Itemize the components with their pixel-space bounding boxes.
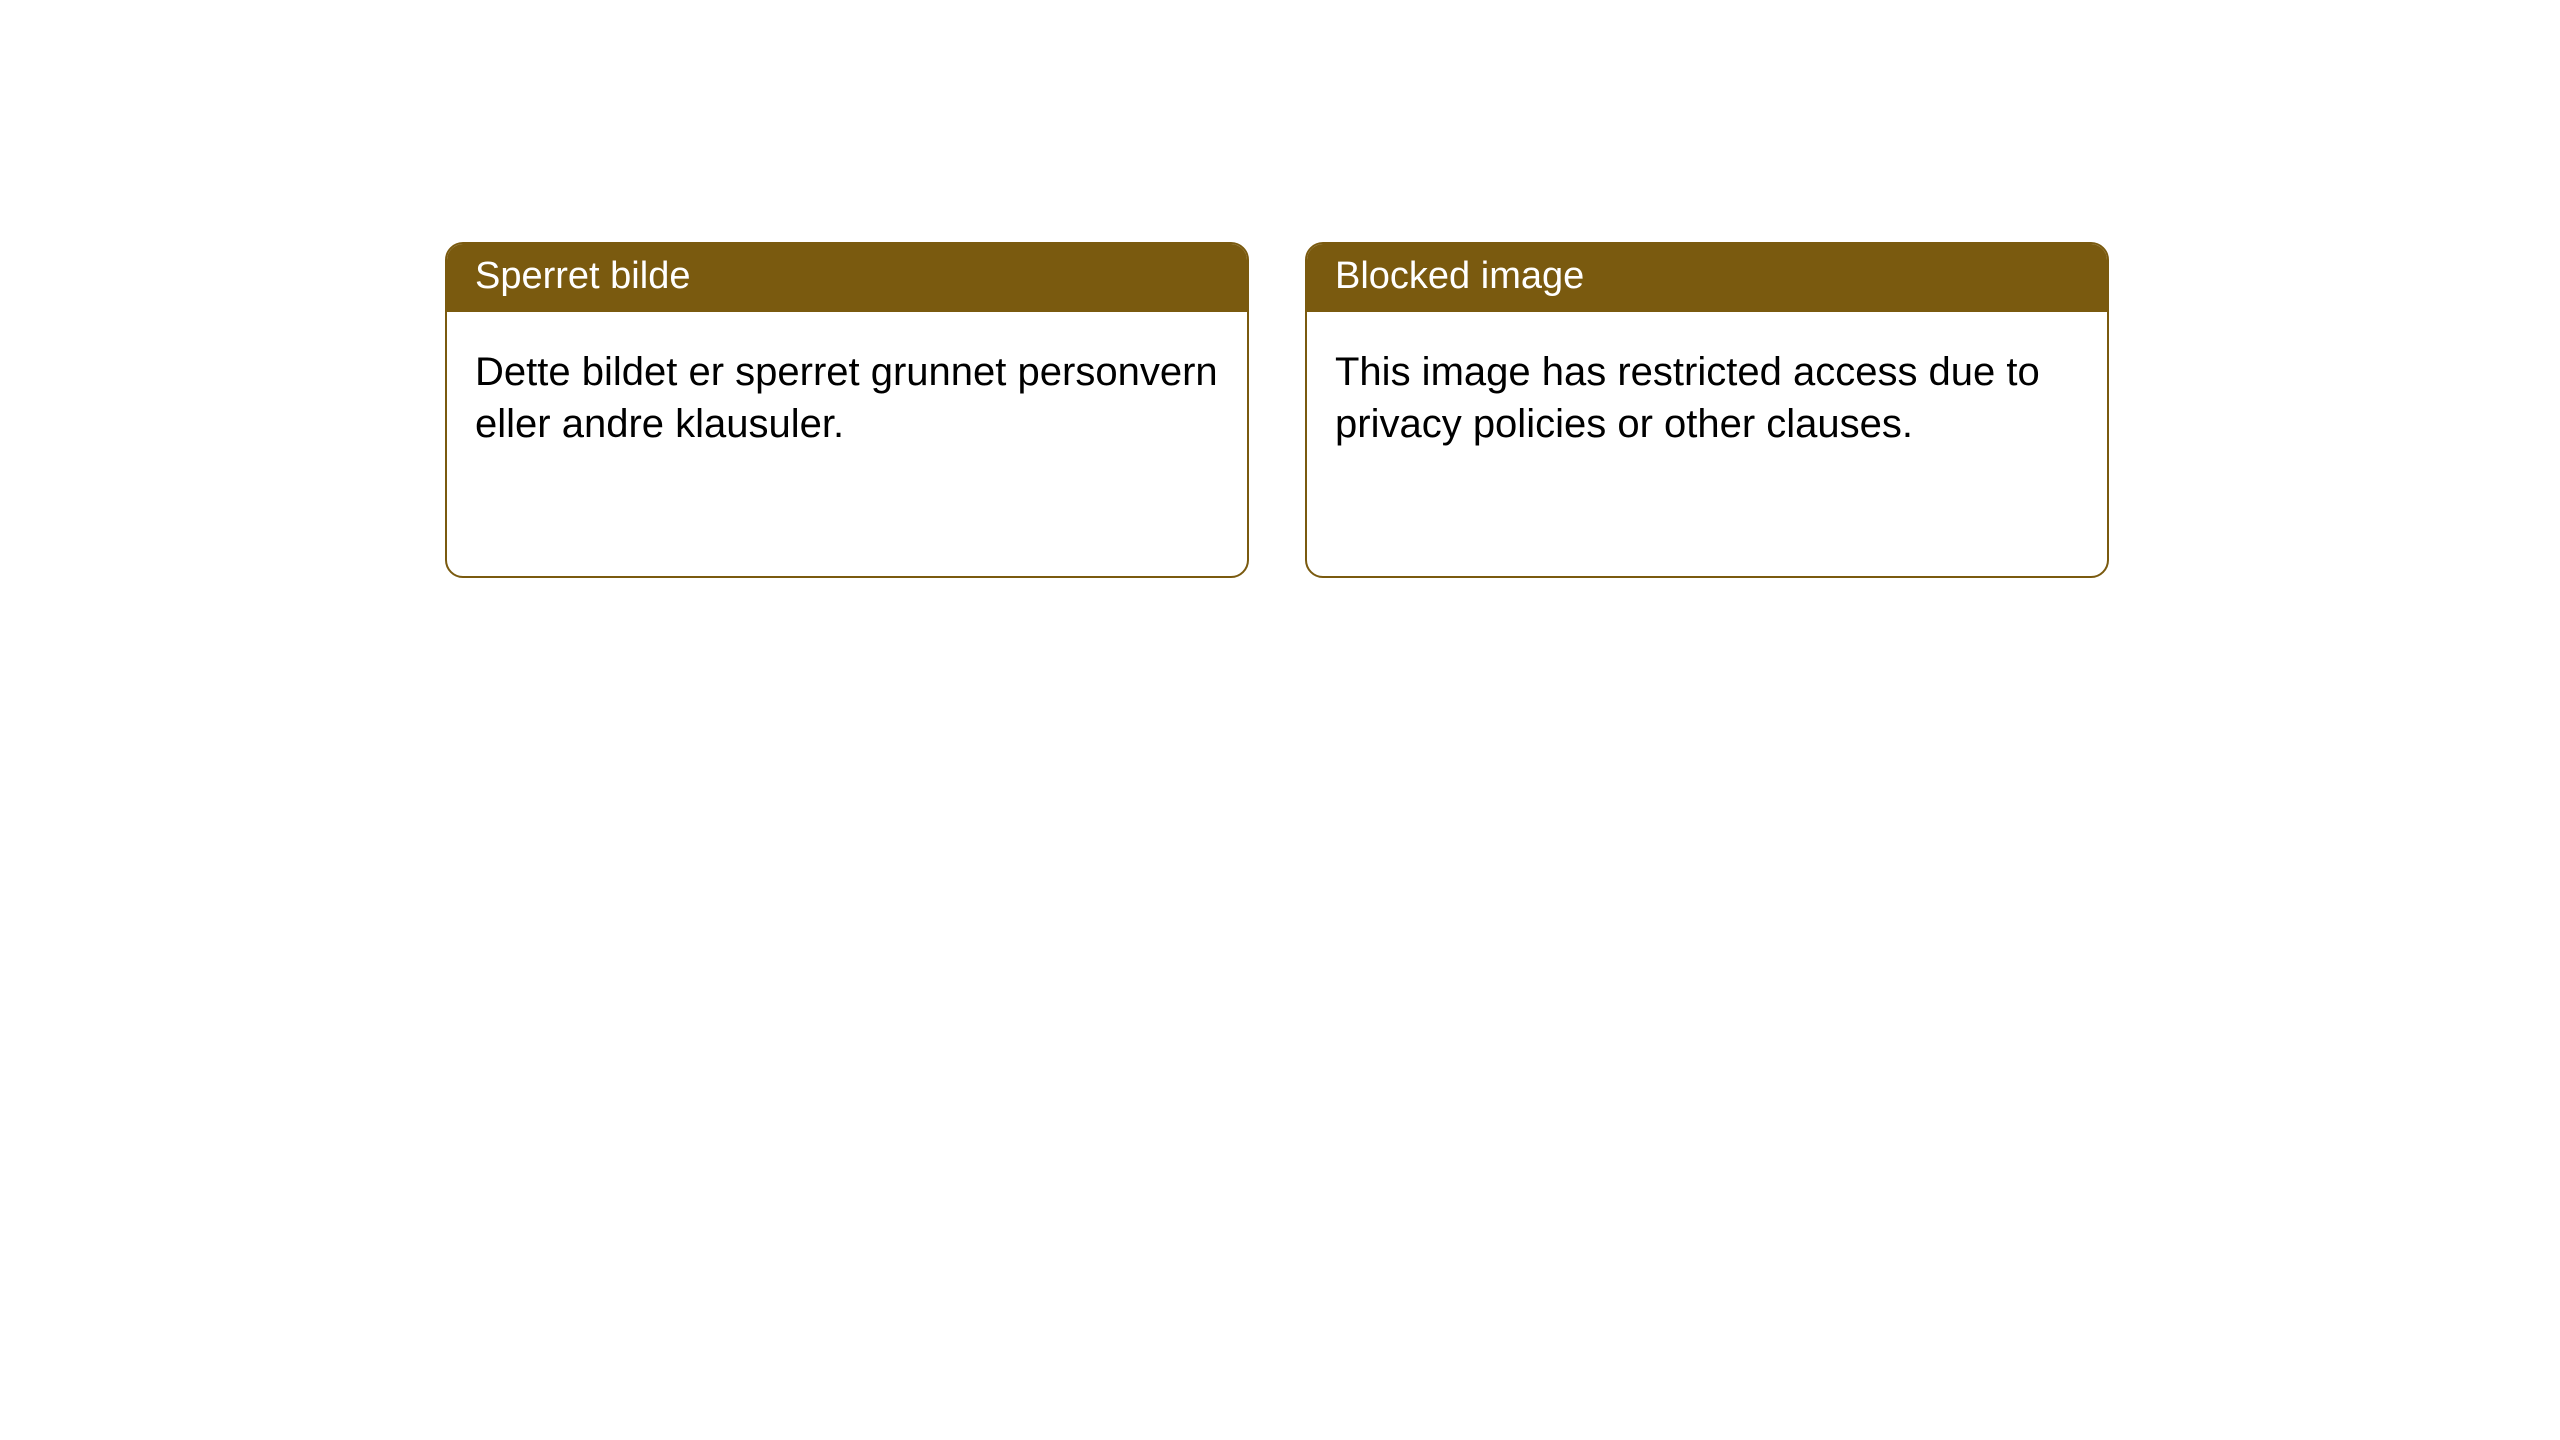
notice-card-english: Blocked image This image has restricted … [1305,242,2109,578]
card-header-norwegian: Sperret bilde [447,244,1247,312]
card-header-english: Blocked image [1307,244,2107,312]
card-body-norwegian: Dette bildet er sperret grunnet personve… [447,312,1247,484]
notice-container: Sperret bilde Dette bildet er sperret gr… [0,0,2560,578]
notice-card-norwegian: Sperret bilde Dette bildet er sperret gr… [445,242,1249,578]
card-body-english: This image has restricted access due to … [1307,312,2107,484]
